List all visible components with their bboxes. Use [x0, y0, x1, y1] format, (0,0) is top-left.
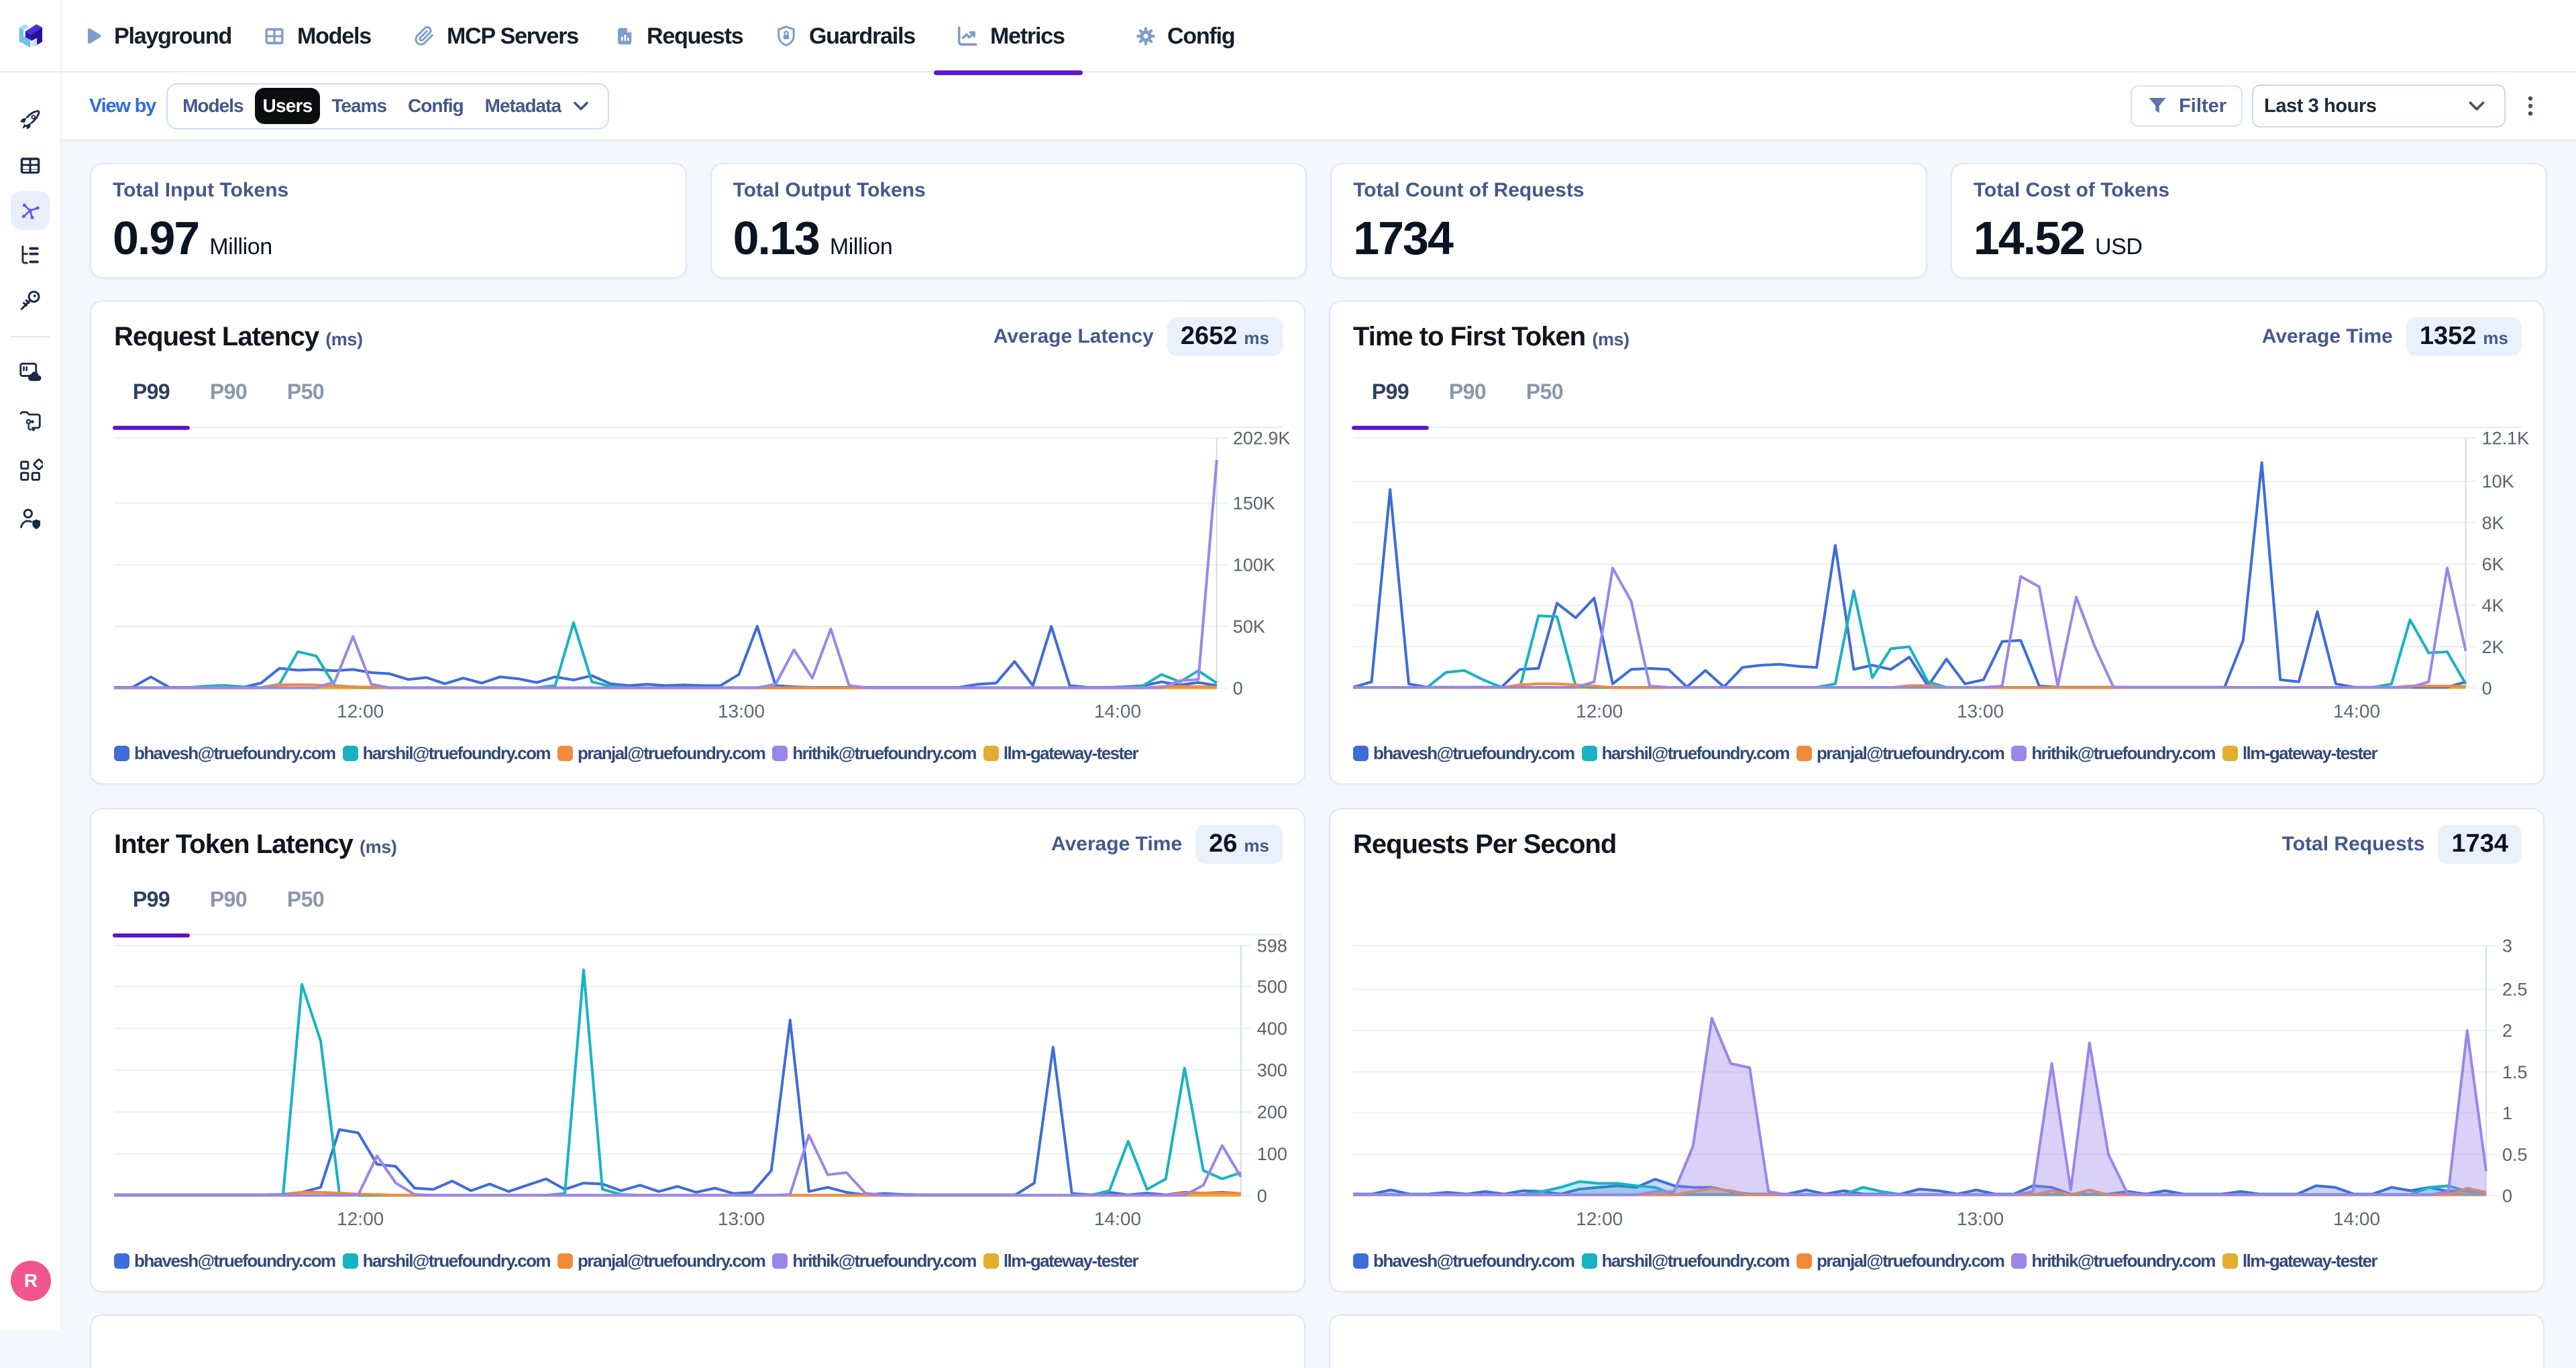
- svg-text:0: 0: [1257, 1186, 1267, 1206]
- svg-text:8K: 8K: [2482, 513, 2504, 533]
- svg-text:14:00: 14:00: [1094, 1208, 1141, 1229]
- svg-text:400: 400: [1257, 1019, 1287, 1039]
- svg-text:2: 2: [2502, 1021, 2512, 1041]
- svg-text:100: 100: [1257, 1144, 1287, 1164]
- svg-text:0: 0: [1233, 678, 1243, 698]
- svg-text:6K: 6K: [2482, 554, 2504, 574]
- svg-text:14:00: 14:00: [2333, 701, 2380, 722]
- svg-text:1: 1: [2502, 1103, 2512, 1123]
- svg-text:200: 200: [1257, 1102, 1287, 1123]
- svg-text:50K: 50K: [1233, 616, 1265, 636]
- svg-text:14:00: 14:00: [1094, 701, 1141, 722]
- svg-text:13:00: 13:00: [1957, 1208, 2004, 1229]
- svg-text:0: 0: [2502, 1186, 2512, 1206]
- svg-text:2.5: 2.5: [2502, 980, 2528, 1000]
- svg-text:500: 500: [1257, 977, 1287, 997]
- svg-text:2K: 2K: [2482, 637, 2504, 657]
- svg-text:14:00: 14:00: [2333, 1208, 2380, 1229]
- svg-text:10K: 10K: [2482, 471, 2514, 492]
- svg-text:13:00: 13:00: [1957, 701, 2004, 722]
- svg-text:13:00: 13:00: [718, 1208, 765, 1229]
- svg-text:300: 300: [1257, 1060, 1287, 1080]
- svg-text:13:00: 13:00: [718, 701, 765, 722]
- svg-text:202.9K: 202.9K: [1233, 428, 1291, 448]
- svg-text:0: 0: [2482, 678, 2492, 698]
- svg-text:12:00: 12:00: [1576, 701, 1623, 722]
- svg-text:100K: 100K: [1233, 555, 1275, 575]
- svg-text:4K: 4K: [2482, 595, 2504, 616]
- svg-text:12:00: 12:00: [337, 701, 384, 722]
- svg-text:0.5: 0.5: [2502, 1145, 2528, 1165]
- svg-text:12.1K: 12.1K: [2482, 428, 2530, 448]
- svg-text:598: 598: [1257, 935, 1287, 956]
- svg-text:3: 3: [2502, 935, 2512, 956]
- svg-text:150K: 150K: [1233, 494, 1275, 514]
- svg-text:12:00: 12:00: [1576, 1208, 1623, 1229]
- svg-text:12:00: 12:00: [337, 1208, 384, 1229]
- svg-text:1.5: 1.5: [2502, 1062, 2528, 1082]
